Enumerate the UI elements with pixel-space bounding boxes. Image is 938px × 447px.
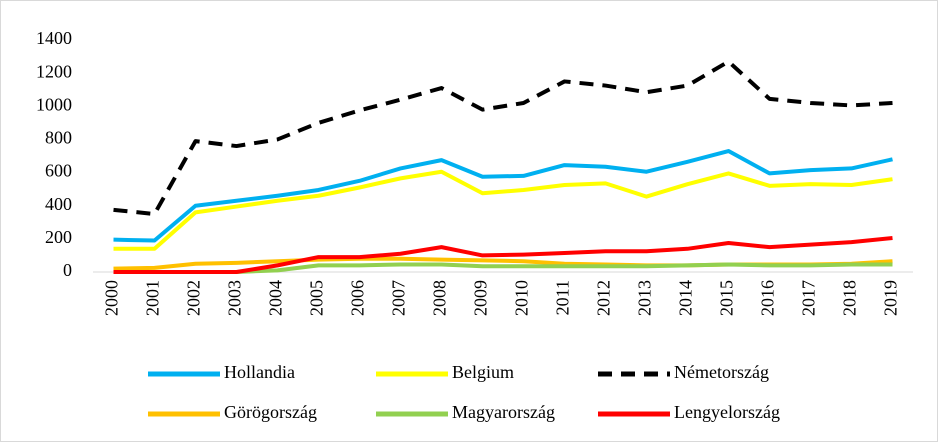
y-tick-label: 800 bbox=[45, 128, 72, 148]
x-tick-label: 2018 bbox=[840, 280, 860, 316]
x-tick-label: 2007 bbox=[389, 280, 409, 316]
legend-label: Belgium bbox=[452, 362, 514, 382]
x-tick-label: 2011 bbox=[553, 280, 573, 315]
series-line bbox=[113, 59, 893, 216]
x-tick-label: 2010 bbox=[512, 280, 532, 316]
y-tick-label: 600 bbox=[45, 161, 72, 181]
y-tick-label: 400 bbox=[45, 194, 72, 214]
x-tick-label: 2014 bbox=[676, 280, 696, 316]
x-tick-label: 2000 bbox=[102, 280, 122, 316]
x-tick-label: 2003 bbox=[225, 280, 245, 316]
y-tick-label: 1000 bbox=[36, 94, 72, 114]
x-tick-label: 2001 bbox=[143, 280, 163, 316]
series-line bbox=[113, 169, 893, 251]
y-tick-label: 200 bbox=[45, 227, 72, 247]
legend-label: Lengyelország bbox=[674, 402, 780, 422]
legend-label: Hollandia bbox=[224, 362, 295, 382]
x-tick-label: 2016 bbox=[758, 280, 778, 316]
x-tick-label: 2004 bbox=[266, 280, 286, 316]
series-line bbox=[113, 236, 893, 274]
legend-label: Magyarország bbox=[452, 402, 555, 422]
legend-label: Németország bbox=[674, 362, 769, 382]
x-tick-label: 2009 bbox=[471, 280, 491, 316]
x-tick-label: 2012 bbox=[594, 280, 614, 316]
x-tick-label: 2005 bbox=[307, 280, 327, 316]
y-tick-label: 1400 bbox=[36, 28, 72, 48]
x-tick-label: 2008 bbox=[430, 280, 450, 316]
x-tick-label: 2015 bbox=[717, 280, 737, 316]
legend-label: Görögország bbox=[224, 402, 317, 422]
y-tick-label: 1200 bbox=[36, 61, 72, 81]
x-tick-label: 2019 bbox=[881, 280, 901, 316]
x-tick-label: 2002 bbox=[184, 280, 204, 316]
x-tick-label: 2017 bbox=[799, 280, 819, 316]
y-tick-label: 0 bbox=[63, 260, 72, 280]
x-tick-label: 2013 bbox=[635, 280, 655, 316]
series-line bbox=[113, 149, 893, 243]
x-tick-label: 2006 bbox=[348, 280, 368, 316]
